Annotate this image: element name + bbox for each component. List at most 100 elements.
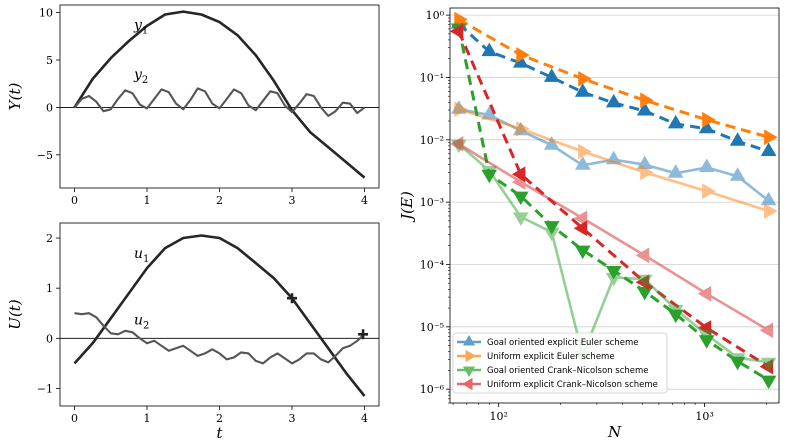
data-point bbox=[605, 272, 622, 287]
legend-label: Uniform explicit Crank–Nicolson scheme bbox=[487, 380, 658, 390]
x-axis-label: t bbox=[216, 424, 223, 442]
curve-y1 bbox=[73, 10, 366, 179]
data-point bbox=[543, 227, 560, 242]
data-point bbox=[481, 42, 498, 57]
data-point bbox=[636, 274, 653, 289]
y-tick-label: 10⁻² bbox=[420, 134, 444, 147]
data-point bbox=[698, 330, 715, 344]
x-tick-label: 2 bbox=[216, 194, 223, 207]
series-line bbox=[457, 30, 770, 368]
y-tick-label: 1 bbox=[46, 282, 53, 295]
data-point bbox=[702, 183, 716, 199]
data-point bbox=[640, 92, 654, 109]
y-tick-label: 0 bbox=[46, 101, 53, 114]
y-tick-label: 10⁻⁴ bbox=[420, 258, 445, 271]
series-line bbox=[457, 27, 770, 382]
series-4 bbox=[454, 101, 778, 219]
top-left-panel: y1 y2 0 1 2 3 4 10 5 0 −5 Y(t) bbox=[6, 4, 380, 207]
series-line bbox=[457, 22, 770, 153]
series-2 bbox=[454, 11, 778, 146]
series-line bbox=[458, 107, 769, 213]
y-tick-label: −5 bbox=[37, 149, 53, 162]
data-point bbox=[543, 136, 560, 150]
y-tick-label: 10⁻³ bbox=[420, 196, 444, 209]
legend-swatch bbox=[457, 349, 481, 363]
series-line bbox=[457, 143, 769, 364]
legend-label: Goal oriented explicit Euler scheme bbox=[487, 338, 638, 348]
data-point bbox=[636, 102, 653, 116]
data-point bbox=[760, 375, 777, 390]
plot-frame bbox=[59, 4, 380, 189]
data-point bbox=[516, 47, 530, 63]
x-axis-label: N bbox=[607, 423, 622, 441]
data-point bbox=[667, 164, 684, 178]
curve-label-y1: y1 bbox=[133, 18, 148, 37]
y-axis-label: J(E) bbox=[398, 191, 416, 223]
right-panel: 10² 10³ 10⁰ 10⁻¹ 10⁻² 10⁻³ 10⁻⁴ 10⁻⁵ 10⁻⁶ J(E) N Go… bbox=[398, 7, 780, 441]
data-point bbox=[512, 212, 529, 226]
legend-marker bbox=[462, 366, 476, 377]
x-tick-label: 1 bbox=[144, 194, 151, 207]
legend-swatch bbox=[457, 366, 481, 377]
data-point bbox=[574, 245, 591, 260]
legend-marker bbox=[462, 377, 473, 391]
y-tick-label: 10⁻¹ bbox=[420, 71, 444, 84]
plot-frame bbox=[59, 222, 380, 407]
x-tick-label: 10³ bbox=[695, 410, 713, 423]
plus-marker-2 bbox=[358, 329, 369, 340]
x-tick-label: 4 bbox=[361, 412, 368, 425]
data-point bbox=[573, 220, 588, 237]
y-tick-label: 10⁰ bbox=[426, 9, 445, 22]
data-point bbox=[729, 353, 746, 367]
series-8 bbox=[449, 136, 774, 339]
legend-box bbox=[452, 332, 668, 394]
data-point bbox=[760, 191, 777, 206]
legend-label: Uniform explicit Euler scheme bbox=[487, 352, 615, 362]
x-tick-label: 3 bbox=[289, 194, 296, 207]
data-point bbox=[574, 156, 591, 170]
data-point bbox=[573, 210, 588, 227]
data-point bbox=[449, 136, 464, 152]
x-tick-label: 0 bbox=[71, 194, 78, 207]
y-axis-label: U(t) bbox=[6, 299, 24, 330]
data-point bbox=[543, 68, 560, 82]
curve-y2 bbox=[73, 87, 366, 117]
bottom-left-panel: u1 u2 0 1 2 3 4 2 1 0 −1 U(t) t bbox=[6, 222, 380, 442]
x-tick-label: 0 bbox=[71, 412, 78, 425]
data-point bbox=[764, 203, 778, 219]
y-tick-label: 2 bbox=[46, 232, 53, 245]
data-point bbox=[454, 11, 468, 28]
legend-swatch bbox=[457, 335, 481, 346]
data-point bbox=[760, 142, 777, 156]
curve-label-u1: u1 bbox=[134, 246, 149, 265]
data-point bbox=[667, 304, 684, 319]
data-point bbox=[574, 83, 591, 97]
data-point bbox=[605, 93, 622, 108]
curve-label-y2: y2 bbox=[133, 67, 148, 86]
data-point bbox=[698, 158, 715, 172]
series-1 bbox=[450, 15, 777, 156]
data-point bbox=[764, 129, 778, 146]
data-point bbox=[667, 114, 684, 129]
x-tick-label: 3 bbox=[289, 412, 296, 425]
plot-frame bbox=[449, 7, 780, 404]
data-point bbox=[578, 71, 592, 87]
data-point bbox=[760, 357, 777, 372]
legend-marker bbox=[465, 349, 476, 363]
x-tick-label: 2 bbox=[216, 412, 223, 425]
data-point bbox=[481, 166, 498, 180]
curve-label-u2: u2 bbox=[134, 312, 149, 331]
data-point bbox=[697, 285, 712, 302]
y-tick-label: −1 bbox=[37, 382, 53, 395]
y-tick-label: 10⁻⁵ bbox=[420, 321, 444, 334]
curve-u1 bbox=[73, 234, 366, 397]
data-point bbox=[605, 266, 622, 280]
curve-u2 bbox=[74, 312, 366, 365]
data-point bbox=[640, 164, 654, 181]
data-point bbox=[729, 132, 746, 146]
x-tick-label: 1 bbox=[144, 412, 151, 425]
y-tick-label: 10 bbox=[39, 7, 53, 20]
data-point bbox=[449, 23, 464, 40]
data-point bbox=[759, 322, 774, 339]
